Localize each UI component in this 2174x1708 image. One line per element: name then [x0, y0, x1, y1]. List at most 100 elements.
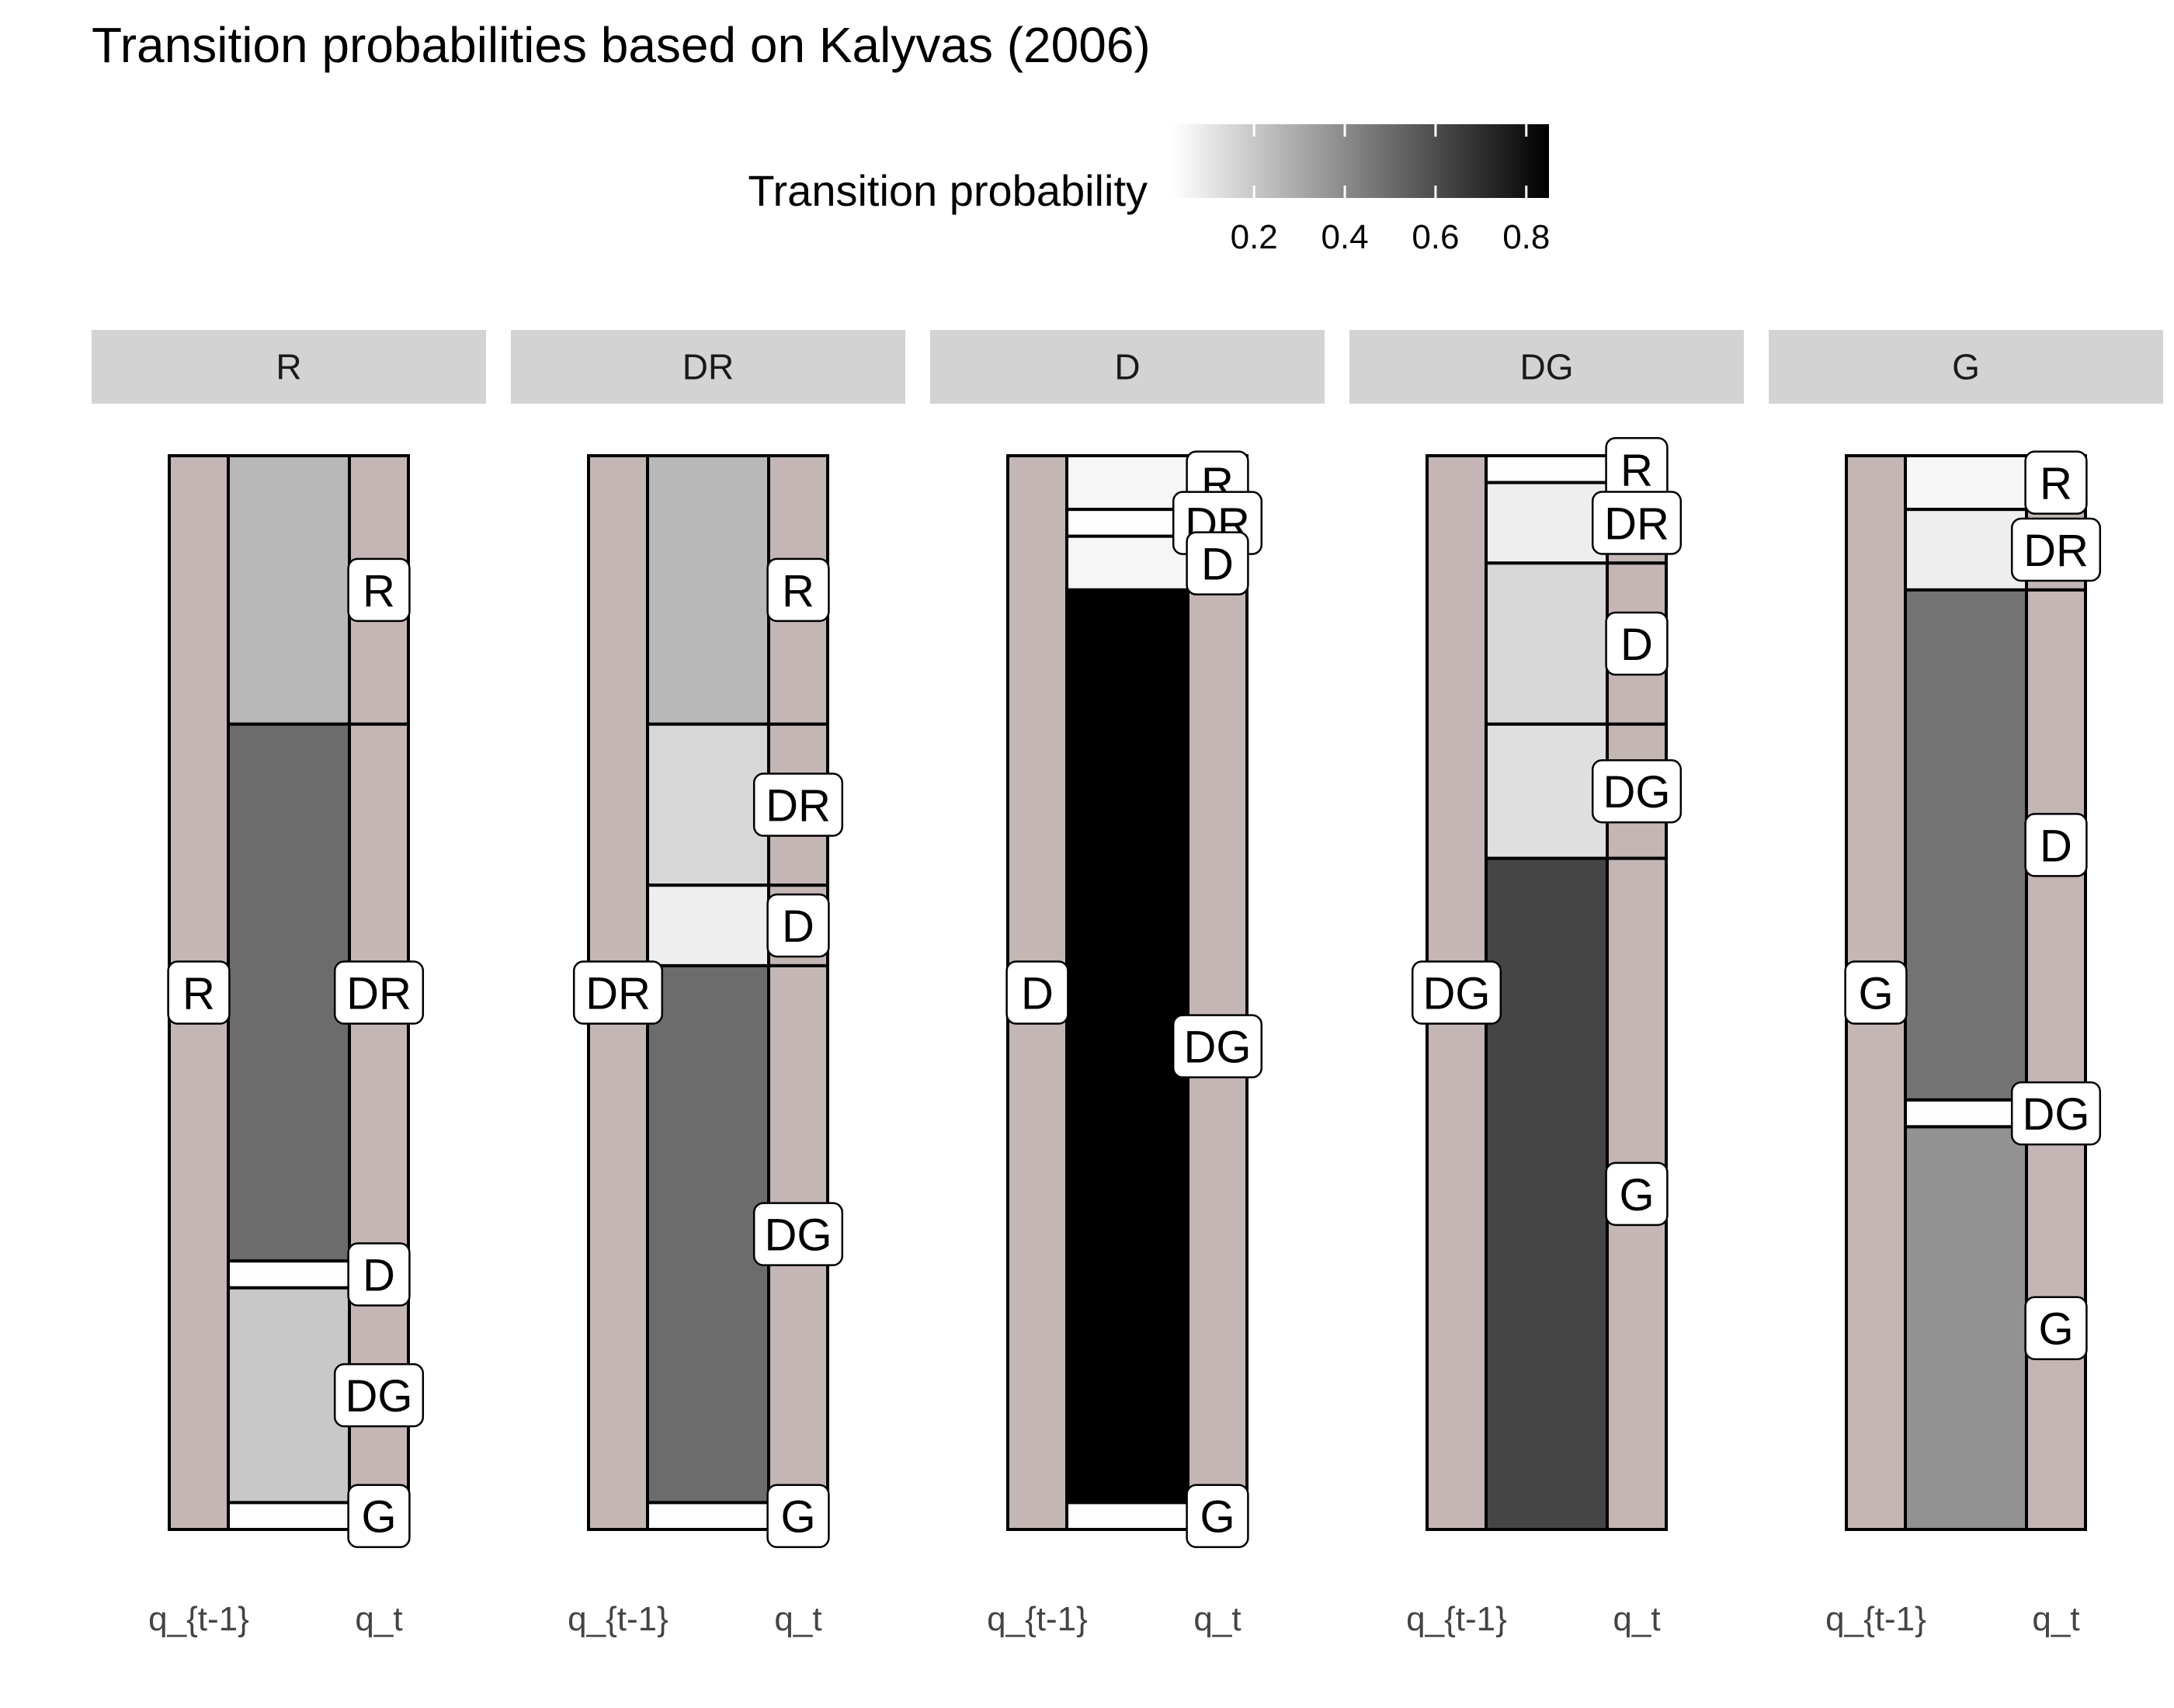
flow-band	[1904, 454, 2028, 512]
stratum-next-label-text: G	[1619, 1170, 1654, 1220]
stratum-next-label: DR	[1591, 491, 1683, 555]
facet-strip-label: D	[1114, 347, 1140, 387]
stratum-next-label-box	[1172, 1014, 1263, 1078]
flow-band	[1904, 508, 2028, 592]
legend-tick-label: 0.2	[1231, 218, 1278, 256]
stratum-next-label-text: R	[363, 566, 395, 616]
flow-band	[227, 454, 351, 726]
stratum-next-label-box	[347, 1484, 411, 1548]
flow-band	[646, 454, 770, 726]
flow-band	[1904, 588, 2028, 1102]
stratum-next-label-text: DG	[2023, 1089, 2090, 1140]
stratum-next-label-box	[1605, 611, 1669, 676]
facet-panel-G: G G R DR D DG Gq_{t-1} q_t	[1769, 330, 2163, 1638]
flow-band	[1065, 454, 1189, 512]
stratum-next-label: D	[1186, 531, 1249, 595]
stratum-next-label: G	[766, 1484, 830, 1548]
x-axis-label-next: q_t	[1193, 1600, 1241, 1638]
stratum-prev-label-text: G	[1858, 969, 1893, 1019]
legend-tick-label: 0.8	[1502, 218, 1550, 256]
stratum-next-label-text: G	[361, 1492, 396, 1543]
stratum-next-label: DR	[2010, 517, 2102, 582]
stratum-next-label: D	[1605, 611, 1669, 676]
flow-band	[1065, 534, 1189, 592]
stratum-next-label-text: R	[2040, 459, 2072, 509]
legend-colorbar	[1172, 124, 1549, 198]
legend-tick-label: 0.4	[1321, 218, 1368, 256]
stratum-next-label: G	[2024, 1296, 2088, 1360]
stratum-next-label: DG	[752, 1202, 844, 1266]
stratum-next-label-box	[2024, 1296, 2088, 1360]
stratum-next-label: R	[1605, 437, 1669, 502]
x-axis-label-prev: q_{t-1}	[987, 1600, 1088, 1638]
facet-strip	[511, 330, 905, 404]
stratum-next-label: D	[347, 1242, 411, 1307]
stratum-next-label-box	[2010, 1081, 2102, 1146]
x-axis-label-next: q_t	[2032, 1600, 2079, 1638]
stratum-next-label-text: D	[1620, 620, 1653, 670]
stratum-next-label: DG	[2010, 1081, 2102, 1146]
flow-band	[1485, 722, 1609, 860]
stratum-next-label-text: G	[1200, 1492, 1235, 1543]
stratum-next-label: R	[766, 557, 830, 623]
stratum-next-label: G	[1605, 1161, 1669, 1227]
facet-strip	[1769, 330, 2163, 404]
stratum-next-label-box	[1605, 1161, 1669, 1227]
flow-band	[646, 722, 770, 887]
stratum-next-label-text: R	[1620, 445, 1653, 495]
x-axis-label-next: q_t	[774, 1600, 821, 1638]
stratum-next-label: D	[2024, 813, 2088, 877]
stratum-prev-label-box	[167, 960, 231, 1025]
flow-band	[1485, 454, 1609, 484]
stratum-next-label-box	[333, 1363, 425, 1428]
facet-strip-label: G	[1952, 347, 1980, 387]
stratum-next-label-text: D	[363, 1251, 395, 1301]
stratum-prev-label: D	[1005, 960, 1069, 1025]
stratum-next-label-text: DG	[765, 1210, 832, 1261]
stratum-prev-label: DR	[572, 960, 664, 1025]
stratum-next-label-box	[1186, 1484, 1249, 1548]
stratum-next-label: DG	[333, 1363, 425, 1428]
stratum-prev-label-box	[1005, 960, 1069, 1025]
facet-strip-label: DR	[682, 347, 734, 387]
flow-band	[227, 1259, 351, 1290]
stratum-prev-label-text: D	[1021, 969, 1054, 1019]
legend-ticks: 0.2 0.4 0.6 0.8	[1231, 124, 1550, 256]
stratum-prev-label-box	[1411, 960, 1502, 1025]
stratum-next-label-text: DR	[1604, 498, 1669, 549]
stratum-next-label: DR	[752, 772, 844, 837]
flow-band	[1904, 1125, 2028, 1531]
stratum-next-label-text: R	[782, 566, 814, 616]
stratum-next-label: DG	[1591, 759, 1683, 824]
stratum-next-label-text: DG	[346, 1371, 413, 1422]
x-axis-label-prev: q_{t-1}	[148, 1600, 249, 1638]
stratum-next-label-text: DR	[766, 780, 831, 831]
stratum-next-label: D	[766, 893, 830, 958]
stratum-next-label-box	[766, 557, 830, 623]
chart-title: Transition probabilities based on Kalyva…	[92, 17, 1151, 73]
x-axis-label-next: q_t	[355, 1600, 402, 1638]
stratum-next-label: G	[347, 1484, 411, 1548]
x-axis-label-next: q_t	[1613, 1600, 1660, 1638]
stratum-next-label: DR	[333, 960, 425, 1025]
flow-band	[1904, 1098, 2028, 1129]
stratum-next-label-text: DR	[2023, 526, 2089, 576]
stratum-next-label-text: D	[2040, 821, 2072, 871]
flow-band	[227, 1501, 351, 1532]
stratum-next-label-box	[333, 960, 425, 1025]
stratum-next-label-box	[1591, 759, 1683, 824]
flow-band	[646, 963, 770, 1505]
flow-band	[1485, 561, 1609, 726]
flow-band	[227, 722, 351, 1263]
stratum-next-label-text: DG	[1184, 1022, 1252, 1073]
flow-band	[1065, 1501, 1189, 1532]
stratum-next-label-text: D	[1201, 540, 1234, 590]
stratum-prev-label-text: R	[182, 969, 215, 1019]
stratum-next-label-box	[2024, 813, 2088, 877]
stratum-next-label-box	[766, 893, 830, 958]
stratum-next-label-box	[2024, 450, 2088, 515]
legend-tick-label: 0.6	[1412, 218, 1459, 256]
x-axis-label-prev: q_{t-1}	[1825, 1600, 1926, 1638]
